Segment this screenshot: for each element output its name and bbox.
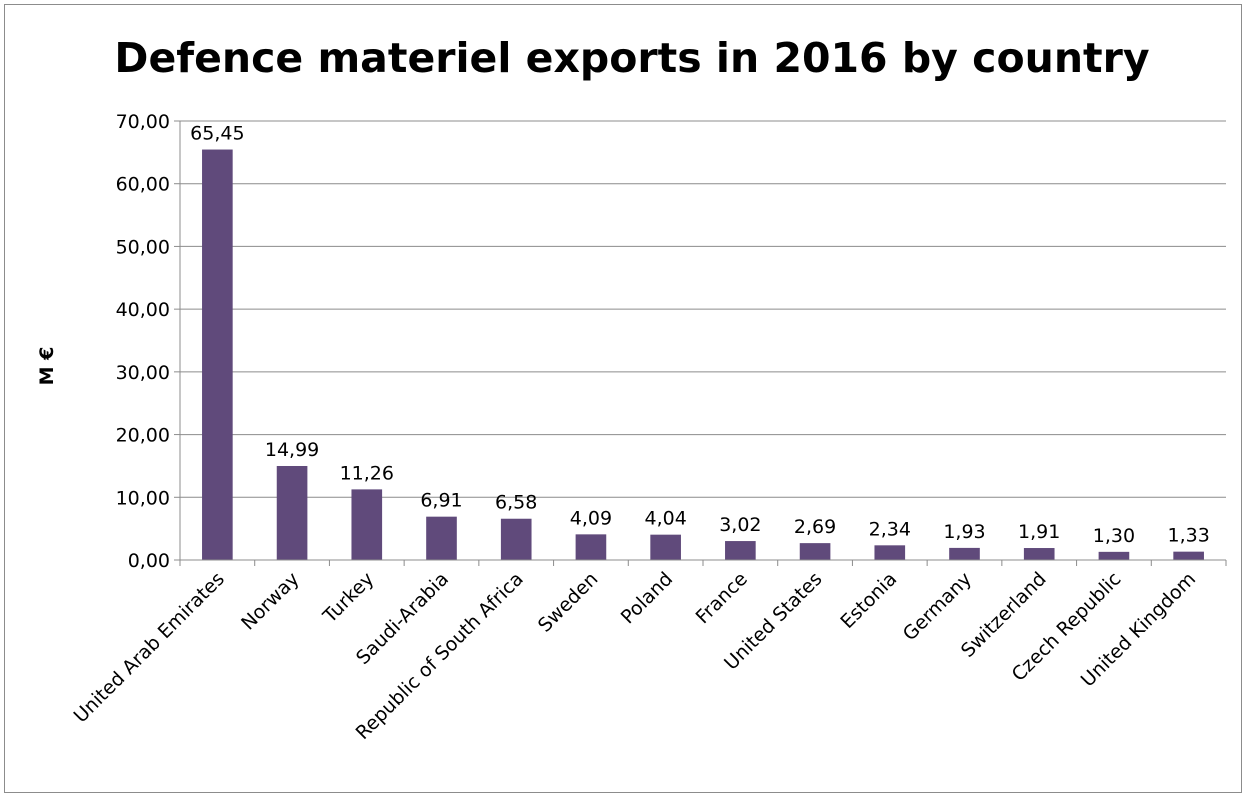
data-label: 4,09 <box>570 507 612 529</box>
data-label: 1,91 <box>1018 521 1060 543</box>
data-label: 1,30 <box>1093 525 1135 547</box>
y-tick-label: 70,00 <box>116 111 170 133</box>
data-label: 4,04 <box>644 508 686 530</box>
category-labels: United Arab Emirates Norway TurkeySaudi-Ar… <box>70 568 1201 744</box>
bar <box>276 465 308 560</box>
x-axis <box>179 121 1227 566</box>
y-tick-label: 40,00 <box>116 299 170 321</box>
bar <box>351 489 383 560</box>
data-label: 11,26 <box>340 462 394 484</box>
bar <box>1173 551 1204 560</box>
bar <box>799 543 831 560</box>
bar <box>725 541 756 560</box>
bar <box>874 545 906 560</box>
data-label: 3,02 <box>719 514 761 536</box>
category-label: United Arab Emirates <box>70 568 229 727</box>
bar <box>202 149 233 560</box>
data-label: 1,93 <box>943 521 985 543</box>
y-tick-label: 10,00 <box>116 487 170 509</box>
y-tick-label: 20,00 <box>116 425 170 447</box>
category-label: Germany <box>899 568 976 645</box>
bar <box>650 534 681 560</box>
gridlines <box>180 120 1226 498</box>
bar <box>426 516 457 560</box>
category-label: France <box>692 568 752 628</box>
category-label: Sweden <box>534 568 603 637</box>
data-label: 2,69 <box>794 516 836 538</box>
chart-title: Defence materiel exports in 2016 by coun… <box>114 34 1150 82</box>
bars <box>202 149 1204 560</box>
category-label: Estonia <box>836 568 901 633</box>
y-tick-label: 60,00 <box>116 174 170 196</box>
category-label: Poland <box>617 568 677 628</box>
bar <box>1098 551 1130 560</box>
y-axis-ticks: 0,00 10,00 20,00 30,00 40,00 50,00 60,00 70,00 <box>116 111 180 572</box>
data-labels: 65,45 14,99 11,26 6,91 6,58 4,09 4,04 3,02 2,69 2… <box>190 123 1210 547</box>
data-label: 6,58 <box>495 492 537 514</box>
data-label: 6,91 <box>420 490 462 512</box>
data-label: 14,99 <box>265 439 319 461</box>
category-label: Turkey <box>318 568 378 628</box>
bar <box>500 518 532 560</box>
y-tick-label: 0,00 <box>128 550 170 572</box>
data-label: 2,34 <box>869 518 911 540</box>
data-label: 1,33 <box>1167 525 1209 547</box>
category-label: Norway <box>237 568 304 635</box>
y-tick-label: 30,00 <box>116 362 170 384</box>
bar <box>575 534 607 560</box>
bar <box>949 547 980 560</box>
data-label: 65,45 <box>190 123 244 145</box>
y-tick-label: 50,00 <box>116 236 170 258</box>
bar <box>1023 548 1055 560</box>
